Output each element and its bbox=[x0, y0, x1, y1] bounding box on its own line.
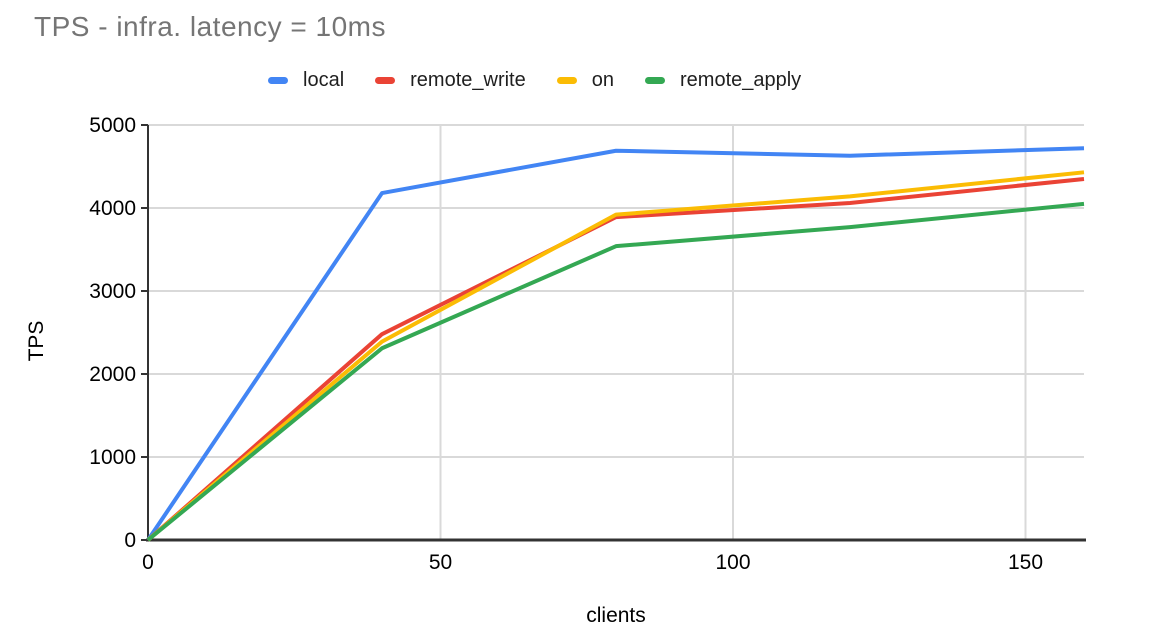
legend-label: on bbox=[591, 68, 614, 91]
legend-item-remote-apply: remote_apply bbox=[645, 69, 801, 92]
series-line-on bbox=[146, 170, 1085, 542]
x-tick-label: 150 bbox=[1008, 551, 1043, 574]
y-tick-label: 2000 bbox=[89, 363, 136, 386]
x-tick-label: 100 bbox=[715, 551, 750, 574]
x-tick-label: 0 bbox=[142, 551, 154, 574]
legend-label: local bbox=[303, 68, 345, 91]
legend-item-on: on bbox=[556, 68, 614, 92]
legend-swatch-icon bbox=[645, 76, 665, 84]
y-tick-label: 5000 bbox=[89, 114, 136, 137]
legend-item-local: local bbox=[268, 69, 344, 92]
y-tick-label: 3000 bbox=[89, 280, 136, 303]
y-tick-label: 1000 bbox=[89, 446, 136, 469]
series-line-local bbox=[146, 146, 1085, 542]
legend-swatch-icon bbox=[556, 76, 577, 84]
x-axis-title: clients bbox=[586, 604, 646, 627]
series-line-remote_apply bbox=[146, 201, 1085, 542]
y-tick-label: 4000 bbox=[89, 197, 136, 220]
legend-item-remote-write: remote_write bbox=[375, 69, 526, 92]
series-line-remote_write bbox=[146, 176, 1085, 542]
x-tick-label: 50 bbox=[429, 551, 452, 574]
legend-swatch-icon bbox=[268, 76, 288, 84]
y-tick-label: 0 bbox=[124, 529, 136, 552]
legend-label: remote_write bbox=[410, 68, 526, 91]
legend: local remote_write on remote_apply bbox=[268, 67, 801, 93]
y-axis-title: TPS bbox=[25, 321, 48, 362]
chart-title: TPS - infra. latency = 10ms bbox=[34, 11, 386, 42]
legend-swatch-icon bbox=[375, 76, 396, 84]
legend-label: remote_apply bbox=[680, 68, 802, 91]
